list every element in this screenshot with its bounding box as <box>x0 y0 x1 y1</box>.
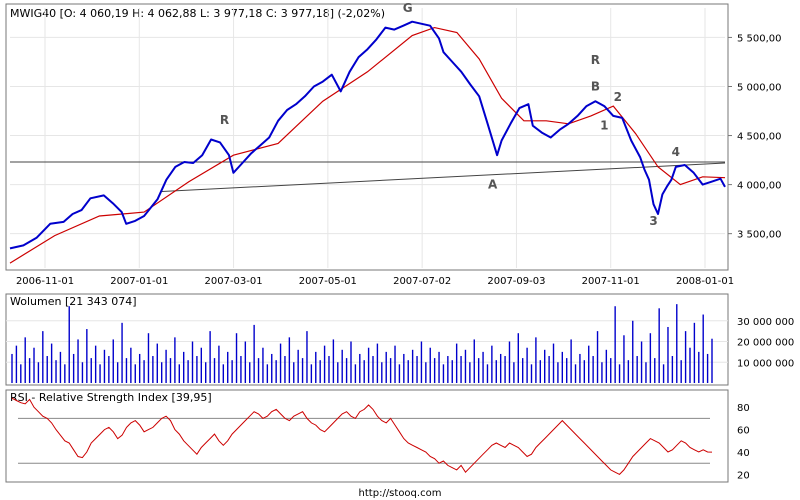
price-panel-title: MWIG40 [O: 4 060,19 H: 4 062,88 L: 3 977… <box>10 7 385 20</box>
price-grid <box>10 8 725 268</box>
wave-label: B <box>591 79 600 93</box>
wave-label: G <box>403 1 413 15</box>
price-y-tick-label: 5 000,00 <box>737 82 782 93</box>
rsi-y-tick-label: 40 <box>737 448 750 459</box>
price-x-tick-label: 2007-09-03 <box>487 276 545 287</box>
rsi-y-ticks: 20 40 60 80 <box>737 403 750 481</box>
volume-y-tick-label: 10 000 000 <box>737 358 794 369</box>
price-y-tick-label: 5 500,00 <box>737 33 782 44</box>
rsi-y-tick-label: 60 <box>737 426 750 437</box>
price-x-tick-label: 2007-01-01 <box>110 276 168 287</box>
wave-label: R <box>591 53 600 67</box>
trend-line <box>161 162 726 192</box>
price-panel-frame <box>5 3 729 271</box>
moving-average-line <box>9 26 726 264</box>
rsi-y-tick-label: 80 <box>737 403 750 414</box>
wave-label: R <box>220 113 229 127</box>
wave-label: 3 <box>649 214 657 228</box>
price-x-tick-label: 2006-11-01 <box>16 276 74 287</box>
volume-y-tick-label: 30 000 000 <box>737 317 794 328</box>
price-lines <box>9 20 726 264</box>
price-x-tick-label: 2008-01-01 <box>676 276 734 287</box>
volume-y-ticks: 10 000 000 20 000 000 30 000 000 <box>737 317 794 370</box>
rsi-grid <box>18 417 710 464</box>
price-x-tick-label: 2007-05-01 <box>299 276 357 287</box>
price-y-tick-label: 4 000,00 <box>737 181 782 192</box>
price-x-tick-label: 2007-07-02 <box>393 276 451 287</box>
price-x-tick-label: 2007-11-01 <box>582 276 640 287</box>
wave-label: 2 <box>614 90 622 104</box>
price-y-tick-label: 4 500,00 <box>737 132 782 143</box>
volume-panel-title: Wolumen [21 343 074] <box>10 295 137 308</box>
wave-label: A <box>488 178 498 192</box>
price-x-tick-label: 2007-03-01 <box>205 276 263 287</box>
volume-y-tick-label: 20 000 000 <box>737 338 794 349</box>
rsi-line <box>11 397 713 476</box>
rsi-y-tick-label: 20 <box>737 470 750 481</box>
price-y-tick-label: 3 500,00 <box>737 230 782 241</box>
wave-label: 4 <box>672 145 680 159</box>
wave-label: 1 <box>600 119 608 133</box>
price-line <box>9 20 726 250</box>
rsi-panel-title: RSI - Relative Strength Index [39,95] <box>10 391 212 404</box>
rsi-lines <box>11 397 713 476</box>
volume-bars <box>11 304 713 383</box>
footer-url[interactable]: http://stooq.com <box>359 488 442 499</box>
price-y-ticks: 3 500,00 4 000,00 4 500,00 5 000,00 5 500,00 <box>728 33 782 241</box>
price-x-ticks: 2006-11-01 2007-01-01 2007-03-01 2007-05-01… <box>16 276 734 287</box>
